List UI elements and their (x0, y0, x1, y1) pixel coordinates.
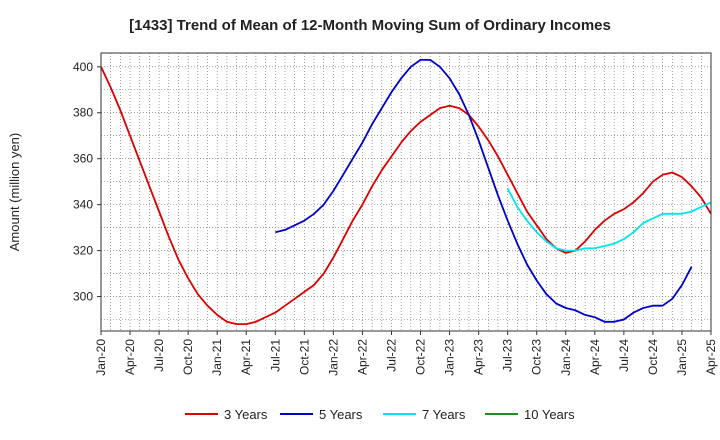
x-tick-label: Jan-25 (675, 339, 689, 376)
chart-title: [1433] Trend of Mean of 12-Month Moving … (129, 17, 611, 34)
x-tick-label: Apr-25 (704, 339, 718, 375)
series-line-7-years (506, 188, 712, 252)
x-tick-label: Oct-24 (646, 339, 660, 375)
grid (101, 53, 711, 331)
series-line-5-years (275, 59, 693, 323)
x-tick-label: Oct-21 (297, 339, 311, 375)
x-tick-label: Apr-21 (239, 339, 253, 375)
x-tick-label: Jan-24 (559, 339, 573, 376)
x-tick-label: Jul-24 (617, 339, 631, 372)
x-tick-label: Jul-21 (268, 339, 282, 372)
y-tick-label: 360 (73, 152, 93, 166)
legend-label-7-years: 7 Years (422, 407, 466, 422)
legend-label-10-years: 10 Years (524, 407, 575, 422)
x-tick-label: Jan-21 (210, 339, 224, 376)
x-tick-label: Jul-23 (501, 339, 515, 372)
series-lines (100, 59, 712, 326)
x-tick-label: Jan-23 (443, 339, 457, 376)
x-tick-label: Oct-22 (414, 339, 428, 375)
x-tick-label: Jan-22 (326, 339, 340, 376)
y-tick-label: 320 (73, 244, 93, 258)
y-tick-label: 340 (73, 198, 93, 212)
x-tick-label: Apr-24 (588, 339, 602, 375)
y-tick-label: 380 (73, 106, 93, 120)
x-tick-label: Apr-23 (472, 339, 486, 375)
series-line-3-years (100, 66, 712, 326)
x-tick-label: Apr-22 (355, 339, 369, 375)
x-axis-ticks: Jan-20 Apr-20 Jul-20 Oct-20 Jan-21 Apr-21 Jul-… (94, 331, 718, 376)
legend-label-5-years: 5 Years (319, 407, 363, 422)
plot-frame (100, 52, 712, 332)
legend-label-3-years: 3 Years (224, 407, 268, 422)
x-tick-label: Apr-20 (123, 339, 137, 375)
x-tick-label: Jan-20 (94, 339, 108, 376)
y-tick-label: 400 (73, 60, 93, 74)
y-axis-ticks: 300 320 340 360 380 400 (73, 60, 101, 304)
x-tick-label: Oct-23 (530, 339, 544, 375)
y-axis-label: Amount (million yen) (7, 133, 22, 252)
y-tick-label: 300 (73, 290, 93, 304)
x-tick-label: Jul-22 (384, 339, 398, 372)
legend: 3 Years 5 Years 7 Years 10 Years (185, 407, 575, 422)
x-tick-label: Oct-20 (181, 339, 195, 375)
x-tick-label: Jul-20 (152, 339, 166, 372)
